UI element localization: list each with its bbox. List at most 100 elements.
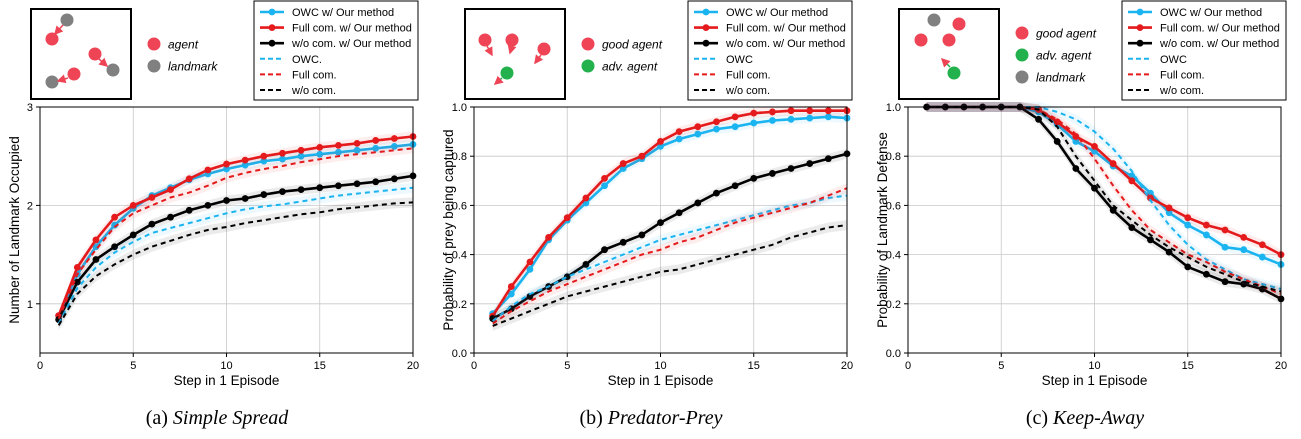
data-point-owc-w-our-method (601, 182, 608, 190)
legend-label: w/o com. (725, 85, 770, 97)
legend-label: OWC w/ Our method (1160, 7, 1262, 19)
data-point-full-com-w-our-method (657, 138, 664, 145)
legend-label: Full com. (1160, 69, 1205, 81)
legend-marker-owc-w-our-method (1136, 8, 1144, 16)
data-point-full-com-w-our-method (111, 213, 118, 221)
data-point-w-o-com-w-our-method (1221, 278, 1229, 286)
data-point-owc-w-our-method (675, 135, 683, 143)
legend-label: w/o com. w/ Our method (1159, 38, 1279, 50)
caption-title: Predator-Prey (607, 407, 723, 429)
data-point-full-com-w-our-method (526, 258, 534, 266)
scene-inset (30, 8, 132, 100)
inset-legend-label: adv. agent (1036, 49, 1092, 63)
data-point-full-com-w-our-method (619, 160, 627, 167)
caption-label: (a) (145, 407, 168, 429)
plot-frame (907, 106, 1282, 354)
data-point-full-com-w-our-method (582, 194, 590, 202)
legend-label: OWC w/ Our method (726, 7, 828, 19)
agent-dot (505, 33, 519, 47)
y-tick-label: 0.2 (452, 299, 467, 311)
agent-dot (478, 33, 492, 47)
data-point-w-o-com-w-our-method (1091, 184, 1098, 192)
data-point-owc-w-our-method (335, 148, 342, 156)
y-tick-label: 0.4 (886, 250, 901, 262)
data-point-owc-w-our-method (1203, 231, 1210, 239)
legend-label: w/o com. w/ Our method (725, 38, 845, 50)
data-point-full-com-w-our-method (675, 128, 683, 136)
inset-legend-label: good agent (1036, 27, 1097, 41)
data-point-full-com-w-our-method (1072, 133, 1080, 140)
data-point-w-o-com-w-our-method (713, 189, 720, 197)
data-point-w-o-com-w-our-method (316, 184, 324, 192)
series-line-owc (926, 106, 1282, 290)
data-point-full-com-w-our-method (1053, 118, 1061, 126)
legend-label: Full com. (292, 69, 337, 81)
data-point-w-o-com-w-our-method (750, 174, 758, 182)
data-point-full-com-w-our-method (353, 140, 361, 147)
data-point-owc-w-our-method (316, 150, 324, 158)
inset-legend-marker (1015, 48, 1029, 62)
x-tick-label: 5 (130, 360, 136, 372)
data-point-full-com-w-our-method (806, 107, 814, 115)
motion-arrow (940, 57, 951, 68)
data-point-owc-w-our-method (1184, 221, 1192, 229)
legend-marker-full-com-w-our-method (268, 24, 276, 31)
data-point-full-com-w-our-method (731, 113, 739, 121)
legend-marker-full-com-w-our-method (702, 24, 710, 31)
data-point-w-o-com-w-our-method (372, 178, 380, 186)
data-point-w-o-com-w-our-method (167, 213, 174, 221)
data-point-w-o-com-w-our-method (638, 231, 646, 239)
data-point-full-com-w-our-method (390, 135, 398, 142)
legend: OWC w/ Our method Full com. w/ Our method… (687, 0, 853, 101)
inset-legend-marker (147, 59, 161, 73)
data-point-w-o-com-w-our-method (1147, 236, 1154, 244)
data-point-full-com-w-our-method (260, 152, 268, 160)
x-tick-label: 10 (220, 360, 232, 372)
inset-legend-label: good agent (602, 38, 663, 52)
inset-legend-label: adv. agent (602, 60, 658, 74)
y-tick-label: 0.2 (886, 299, 901, 311)
data-point-owc-w-our-method (713, 125, 720, 133)
caption-label: (c) (1025, 407, 1049, 429)
data-point-owc-w-our-method (750, 119, 758, 127)
data-point-w-o-com-w-our-method (1072, 165, 1080, 172)
data-point-owc-w-our-method (1221, 243, 1229, 251)
data-point-w-o-com-w-our-method (279, 188, 286, 196)
data-point-w-o-com-w-our-method (335, 182, 342, 190)
data-point-owc-w-our-method (657, 142, 664, 150)
y-axis-label: Probability of prey being captured (441, 129, 456, 330)
y-tick-label: 0.6 (886, 200, 901, 212)
legend-frame (253, 0, 419, 101)
series-line-owc (57, 186, 414, 324)
agent-dot (67, 67, 81, 81)
data-point-owc-w-our-method (1258, 253, 1266, 261)
adv-agent-dot (947, 66, 961, 80)
motion-arrow (54, 24, 64, 36)
caption-simple-spread: (a) Simple Spread (0, 407, 434, 430)
agent-dot (952, 17, 966, 31)
inset-legend-marker (1015, 26, 1029, 40)
data-point-full-com-w-our-method (1165, 204, 1173, 212)
data-point-full-com-w-our-method (824, 107, 832, 115)
data-point-w-o-com-w-our-method (619, 238, 627, 246)
chart-panel-keep-away: good agent adv. agent landmark 0 5 10 15 20 0.0 0… (868, 0, 1301, 439)
data-point-full-com-w-our-method (92, 236, 100, 244)
agent-dot (45, 32, 59, 46)
data-point-w-o-com-w-our-method (675, 209, 683, 217)
data-point-w-o-com-w-our-method (657, 219, 664, 227)
x-tick-label: 0 (471, 360, 477, 372)
data-point-full-com-w-our-method (279, 149, 286, 157)
data-point-owc-w-our-method (769, 117, 776, 124)
x-tick-label: 15 (314, 360, 326, 372)
series-line-full-com (926, 106, 1282, 295)
caption-title: Keep-Away (1053, 407, 1145, 429)
series-band-full-com (492, 183, 847, 329)
inset-legend-marker (1015, 70, 1029, 84)
series-line-w-o-com (492, 224, 848, 327)
data-point-full-com-w-our-method (769, 108, 776, 116)
data-point-w-o-com-w-our-method (73, 278, 81, 286)
data-point-full-com-w-our-method (787, 107, 795, 115)
data-point-w-o-com-w-our-method (390, 175, 398, 183)
scene-inset (464, 8, 566, 100)
series-band-full-com-w-our-method (926, 102, 1281, 260)
